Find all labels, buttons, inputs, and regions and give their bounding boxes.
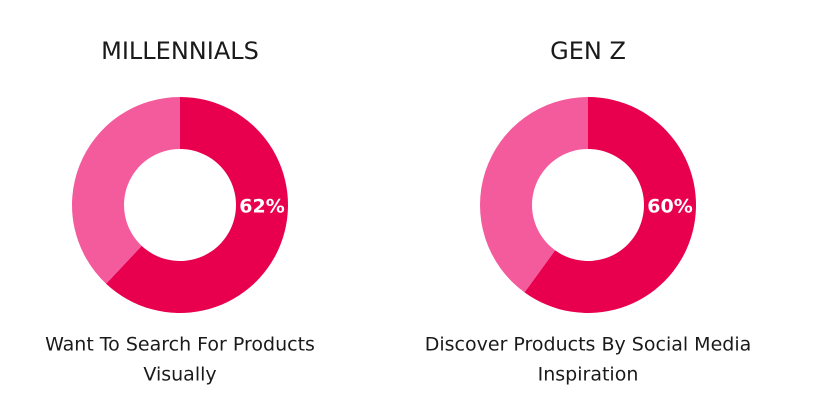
donut-segment bbox=[479, 97, 588, 293]
data-label: 62% bbox=[239, 196, 284, 218]
caption: Discover Products By Social Media bbox=[425, 334, 752, 356]
donut-segment bbox=[106, 97, 289, 313]
chart-title: GEN Z bbox=[550, 37, 626, 65]
caption: Want To Search For Products bbox=[45, 334, 315, 356]
donut-segment bbox=[524, 97, 696, 313]
caption: Inspiration bbox=[538, 364, 639, 386]
chart-title: MILLENNIALS bbox=[101, 37, 259, 65]
caption: Visually bbox=[143, 364, 216, 386]
data-label: 60% bbox=[647, 196, 692, 218]
donut-segment bbox=[72, 97, 180, 284]
